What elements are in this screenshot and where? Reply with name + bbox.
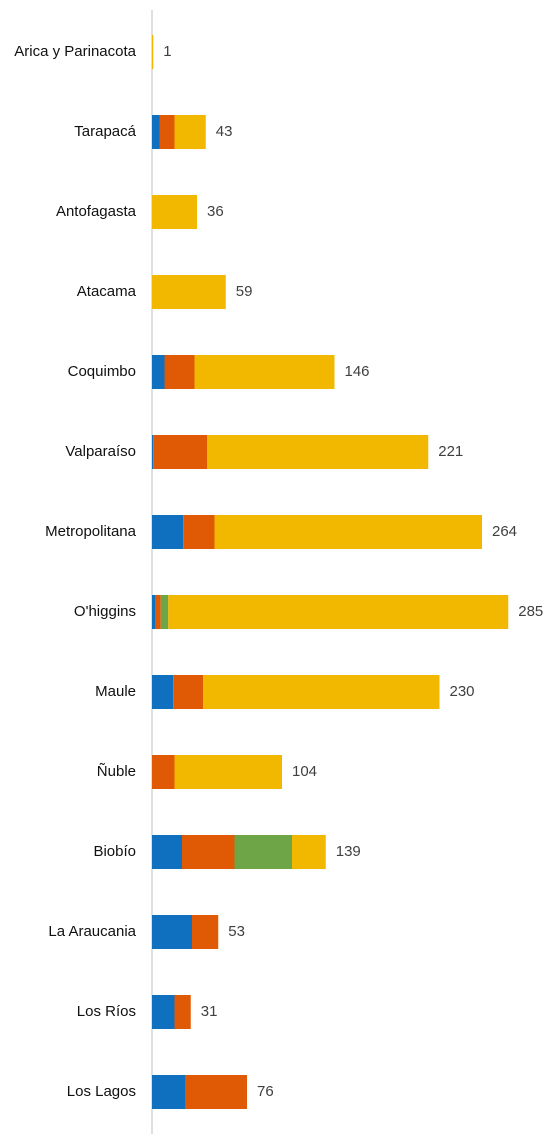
bar-segment: [234, 835, 292, 869]
total-label: 43: [216, 123, 233, 140]
bar-segment: [152, 35, 154, 69]
y-tick-label: Maule: [95, 683, 136, 700]
total-label: 146: [345, 363, 370, 380]
total-label: 36: [207, 203, 224, 220]
bar-segment: [152, 275, 226, 309]
bar-segment: [152, 435, 154, 469]
bar-segment: [152, 915, 192, 949]
bar-segment: [168, 595, 509, 629]
y-tick-label: La Araucania: [48, 923, 136, 940]
y-tick-label: Antofagasta: [55, 203, 136, 220]
bar-segment: [182, 835, 235, 869]
total-label: 31: [201, 1003, 218, 1020]
bar-segment: [183, 515, 215, 549]
y-tick-label: Los Ríos: [76, 1003, 136, 1020]
bar-segment: [185, 1075, 247, 1109]
bar-segment: [160, 595, 169, 629]
bar-segment: [152, 355, 165, 389]
y-tick-label: Coquimbo: [67, 363, 136, 380]
bar-segment: [203, 675, 440, 709]
y-tick-label: Biobío: [93, 843, 136, 860]
bar-segment: [155, 595, 161, 629]
y-tick-label: Metropolitana: [45, 523, 136, 540]
total-label: 53: [228, 923, 245, 940]
total-label: 1: [163, 43, 171, 60]
total-label: 221: [438, 443, 463, 460]
y-tick-label: Valparaíso: [65, 443, 136, 460]
y-tick-label: O'higgins: [73, 603, 136, 620]
y-tick-label: Ñuble: [96, 763, 136, 780]
y-tick-label: Los Lagos: [66, 1083, 136, 1100]
bar-segment: [174, 115, 206, 149]
bar-segment: [174, 755, 282, 789]
bar-segment: [152, 595, 156, 629]
bar-segment: [152, 195, 197, 229]
y-tick-label: Tarapacá: [74, 123, 136, 140]
bar-segment: [152, 115, 160, 149]
total-label: 76: [257, 1083, 274, 1100]
total-label: 59: [236, 283, 253, 300]
total-label: 139: [336, 843, 361, 860]
bar-segment: [207, 435, 429, 469]
bar-segment: [173, 675, 204, 709]
bar-segment: [174, 995, 191, 1029]
bar-segment: [152, 995, 175, 1029]
total-label: 230: [450, 683, 475, 700]
bar-segment: [153, 435, 207, 469]
bar-segment: [152, 835, 182, 869]
y-tick-label: Atacama: [76, 283, 136, 300]
bar-segment: [292, 835, 326, 869]
total-label: 104: [292, 763, 317, 780]
total-label: 285: [518, 603, 543, 620]
bar-segment: [194, 355, 335, 389]
bar-segment: [152, 515, 184, 549]
bar-segment: [152, 675, 174, 709]
bar-segment: [152, 1075, 186, 1109]
bar-segment: [159, 115, 175, 149]
bar-segment: [192, 915, 219, 949]
bar-segment: [164, 355, 195, 389]
total-label: 264: [492, 523, 517, 540]
y-tick-label: Arica y Parinacota: [14, 43, 136, 60]
bar-segment: [152, 755, 175, 789]
bar-segment: [214, 515, 482, 549]
